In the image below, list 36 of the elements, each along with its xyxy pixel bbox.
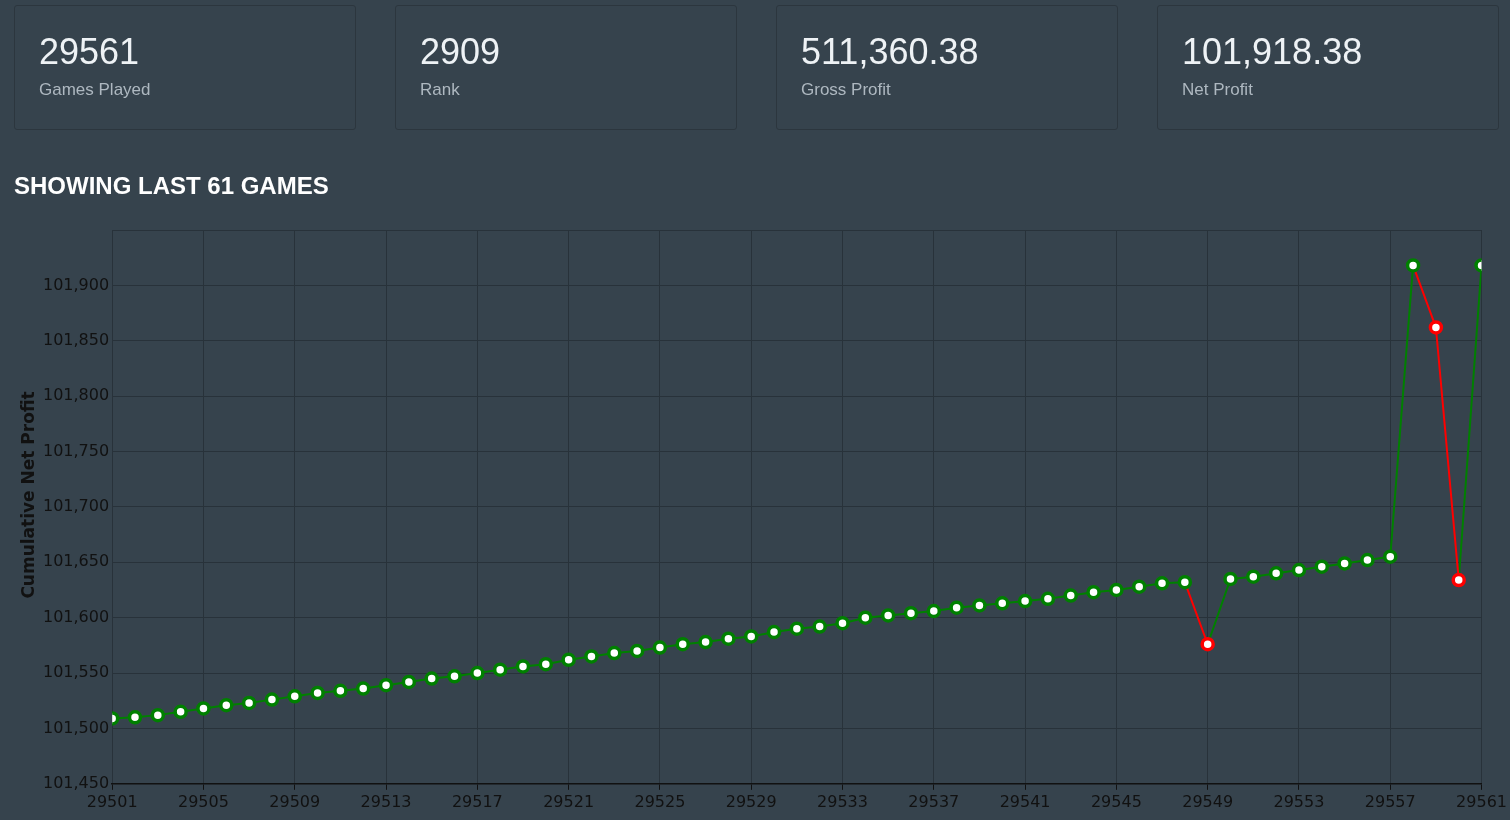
y-tick-label: 101,750 bbox=[42, 440, 110, 460]
text: Games Played bbox=[39, 80, 152, 100]
x-tick-label: 29529 bbox=[725, 791, 777, 811]
text: Rank bbox=[420, 80, 461, 100]
y-tick-label: 101,900 bbox=[42, 274, 110, 294]
x-tick-label: 29545 bbox=[1090, 791, 1142, 811]
text: 2909 bbox=[420, 31, 502, 72]
x-tick-label: 29549 bbox=[1182, 791, 1234, 811]
chart-title: SHOWING LAST 61 GAMES bbox=[14, 172, 329, 200]
x-tick-label: 29533 bbox=[817, 791, 868, 811]
text: 511,360.38 bbox=[801, 31, 980, 72]
x-tick-label: 29561 bbox=[1456, 791, 1507, 811]
text: Gross Profit bbox=[801, 80, 892, 100]
y-axis-title: Cumulative Net Profit bbox=[18, 391, 39, 599]
x-tick-label: 29509 bbox=[269, 791, 321, 811]
x-tick-label: 29553 bbox=[1273, 791, 1325, 811]
x-tick-label: 29517 bbox=[451, 791, 503, 811]
x-tick-label: 29541 bbox=[999, 791, 1051, 811]
y-tick-label: 101,800 bbox=[42, 385, 110, 405]
y-tick-label: 101,850 bbox=[42, 329, 110, 349]
text: Net Profit bbox=[1182, 80, 1254, 100]
x-tick-label: 29525 bbox=[634, 791, 686, 811]
y-tick-label: 101,550 bbox=[42, 662, 110, 682]
y-tick-label: 101,650 bbox=[42, 551, 110, 571]
x-tick-label: 29501 bbox=[86, 791, 138, 811]
y-tick-label: 101,600 bbox=[42, 606, 110, 626]
y-tick-label: 101,450 bbox=[42, 772, 110, 792]
x-tick-label: 29521 bbox=[543, 791, 595, 811]
text: 29561 bbox=[39, 31, 141, 72]
x-tick-label: 29505 bbox=[178, 791, 229, 811]
x-tick-label: 29513 bbox=[360, 791, 412, 811]
x-tick-label: 29537 bbox=[908, 791, 960, 811]
y-tick-label: 101,700 bbox=[42, 496, 110, 516]
text: 101,918.38 bbox=[1182, 31, 1364, 72]
y-tick-label: 101,500 bbox=[42, 717, 110, 737]
x-tick-label: 29557 bbox=[1364, 791, 1416, 811]
